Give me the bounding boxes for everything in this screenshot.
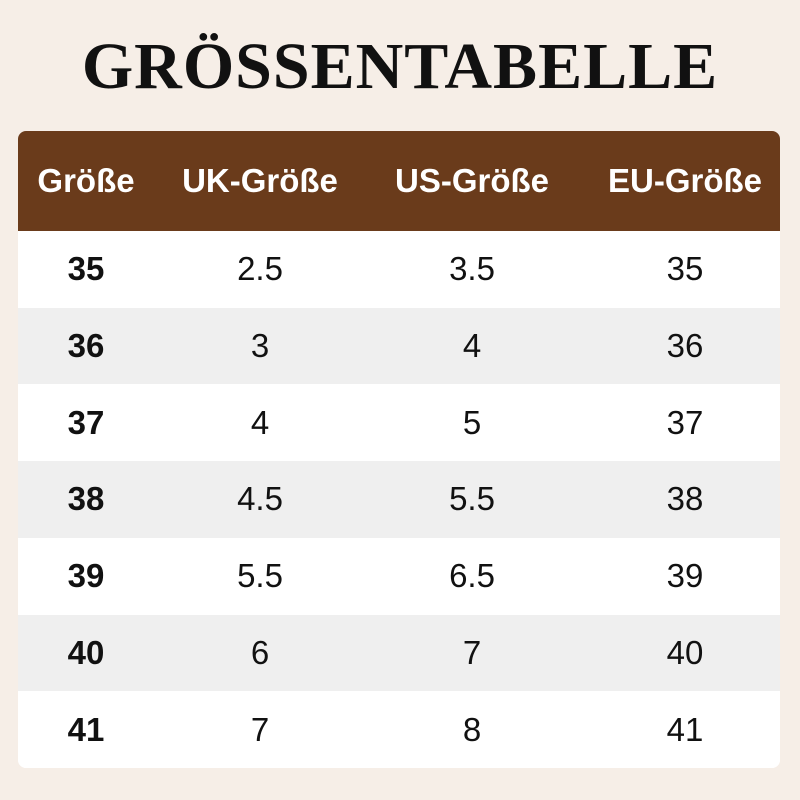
header-cell: Größe	[37, 162, 135, 199]
size-table: Größe UK-Größe US-Größe EU-Größe 35 2.5 3.5 35 3…	[18, 131, 780, 768]
table-cell: 41	[67, 710, 105, 748]
table-cell: 5	[462, 403, 482, 441]
table-row: 36 3 4 36	[18, 307, 780, 385]
table-cell: 7	[462, 633, 482, 671]
table-cell: 39	[67, 557, 105, 595]
table-row: 38 4.5 5.5 38	[18, 461, 780, 538]
table-cell: 35	[666, 250, 704, 288]
header-cell: EU-Größe	[607, 162, 762, 199]
table-row: 39 5.5 6.5 39	[18, 537, 780, 615]
table-cell: 7	[250, 710, 270, 748]
table-cell: 5.5	[449, 480, 495, 518]
table-cell: 35	[67, 250, 105, 288]
table-cell: 36	[67, 327, 105, 365]
table-cell: 39	[666, 557, 704, 595]
table-cell: 41	[666, 710, 704, 748]
table-cell: 6.5	[449, 557, 495, 595]
header-cell: UK-Größe	[182, 162, 338, 199]
table-row: 40 6 7 40	[18, 614, 780, 692]
table-cell: 2.5	[237, 250, 283, 288]
table-cell: 5.5	[237, 557, 283, 595]
header-row: Größe UK-Größe US-Größe EU-Größe	[18, 131, 780, 231]
table-cell: 3.5	[449, 250, 495, 288]
table-cell: 37	[666, 403, 704, 441]
table-cell: 40	[666, 633, 704, 671]
table-cell: 4	[250, 403, 270, 441]
table-row: 35 2.5 3.5 35	[18, 231, 780, 308]
table-row: 41 7 8 41	[18, 691, 780, 768]
table-cell: 36	[666, 327, 704, 365]
table-cell: 3	[250, 327, 270, 365]
table-cell: 8	[462, 710, 482, 748]
table-cell: 4	[462, 327, 482, 365]
table-cell: 40	[67, 633, 105, 671]
table-cell: 38	[666, 480, 704, 518]
title: GRÖSSENTABELLE	[81, 30, 719, 103]
table-cell: 4.5	[237, 480, 283, 518]
header-cell: US-Größe	[394, 162, 549, 199]
table-cell: 37	[67, 403, 105, 441]
table-cell: 6	[250, 633, 270, 671]
table-row: 37 4 5 37	[18, 384, 780, 462]
table-cell: 38	[67, 480, 105, 518]
